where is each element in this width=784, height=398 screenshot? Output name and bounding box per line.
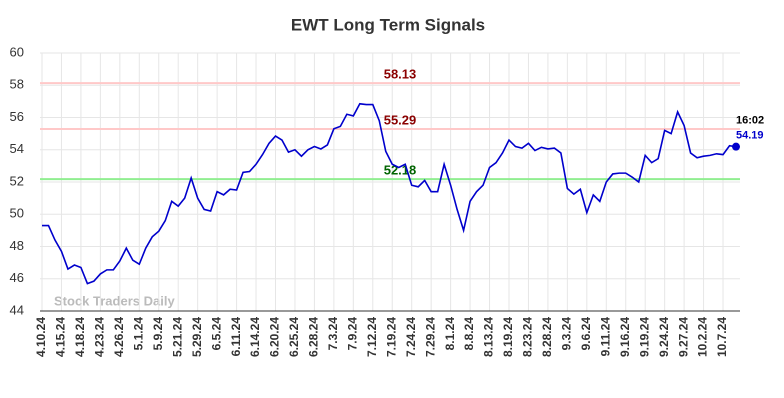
x-tick-label: 10.2.24 xyxy=(696,317,710,357)
y-tick-label: 50 xyxy=(10,206,24,221)
x-tick-label: 10.7.24 xyxy=(715,317,729,357)
x-tick-label: 9.11.24 xyxy=(598,317,612,357)
x-tick-label: 4.15.24 xyxy=(54,317,68,357)
y-tick-label: 46 xyxy=(10,270,24,285)
x-tick-label: 4.10.24 xyxy=(34,317,48,357)
y-tick-label: 44 xyxy=(10,302,24,317)
x-tick-label: 6.5.24 xyxy=(209,317,223,351)
y-tick-label: 56 xyxy=(10,109,24,124)
watermark: Stock Traders Daily xyxy=(54,293,175,308)
x-tick-label: 4.18.24 xyxy=(73,317,87,357)
x-tick-label: 7.24.24 xyxy=(404,317,418,357)
x-tick-label: 8.19.24 xyxy=(501,317,515,357)
x-tick-label: 5.1.24 xyxy=(131,317,145,351)
y-tick-label: 48 xyxy=(10,238,24,253)
x-tick-label: 8.13.24 xyxy=(482,317,496,357)
x-tick-label: 5.21.24 xyxy=(170,317,184,357)
x-tick-label: 6.28.24 xyxy=(307,317,321,357)
x-tick-label: 5.9.24 xyxy=(151,317,165,351)
x-tick-label: 4.26.24 xyxy=(112,317,126,357)
y-tick-label: 54 xyxy=(10,141,24,156)
last-value: 54.19 xyxy=(736,130,764,142)
last-point xyxy=(732,142,740,151)
x-tick-label: 9.19.24 xyxy=(637,317,651,357)
x-tick-label: 9.27.24 xyxy=(676,317,690,357)
last-time: 16:02 xyxy=(736,115,764,127)
y-tick-label: 52 xyxy=(10,173,24,188)
signal-label: 55.29 xyxy=(384,112,417,127)
y-tick-label: 60 xyxy=(10,44,24,59)
signal-label: 58.13 xyxy=(384,67,417,82)
x-tick-label: 6.25.24 xyxy=(287,317,301,357)
x-tick-label: 8.8.24 xyxy=(462,317,476,351)
x-tick-label: 8.28.24 xyxy=(540,317,554,357)
x-tick-label: 9.6.24 xyxy=(579,317,593,351)
x-tick-label: 7.9.24 xyxy=(345,317,359,351)
chart-title: EWT Long Term Signals xyxy=(291,15,485,34)
x-tick-label: 6.14.24 xyxy=(248,317,262,357)
y-tick-label: 58 xyxy=(10,77,24,92)
x-tick-label: 6.11.24 xyxy=(229,317,243,357)
x-tick-label: 9.24.24 xyxy=(657,317,671,357)
x-tick-label: 7.12.24 xyxy=(365,317,379,357)
x-tick-label: 7.29.24 xyxy=(423,317,437,357)
x-tick-label: 7.19.24 xyxy=(384,317,398,357)
x-tick-label: 9.3.24 xyxy=(560,317,574,351)
x-tick-label: 8.1.24 xyxy=(443,317,457,351)
x-tick-label: 9.16.24 xyxy=(618,317,632,357)
x-tick-label: 5.29.24 xyxy=(190,317,204,357)
signal-label: 52.18 xyxy=(384,163,417,178)
x-tick-label: 8.23.24 xyxy=(521,317,535,357)
x-tick-label: 4.23.24 xyxy=(93,317,107,357)
x-tick-label: 6.20.24 xyxy=(268,317,282,357)
x-tick-label: 7.3.24 xyxy=(326,317,340,351)
price-line xyxy=(42,102,737,285)
